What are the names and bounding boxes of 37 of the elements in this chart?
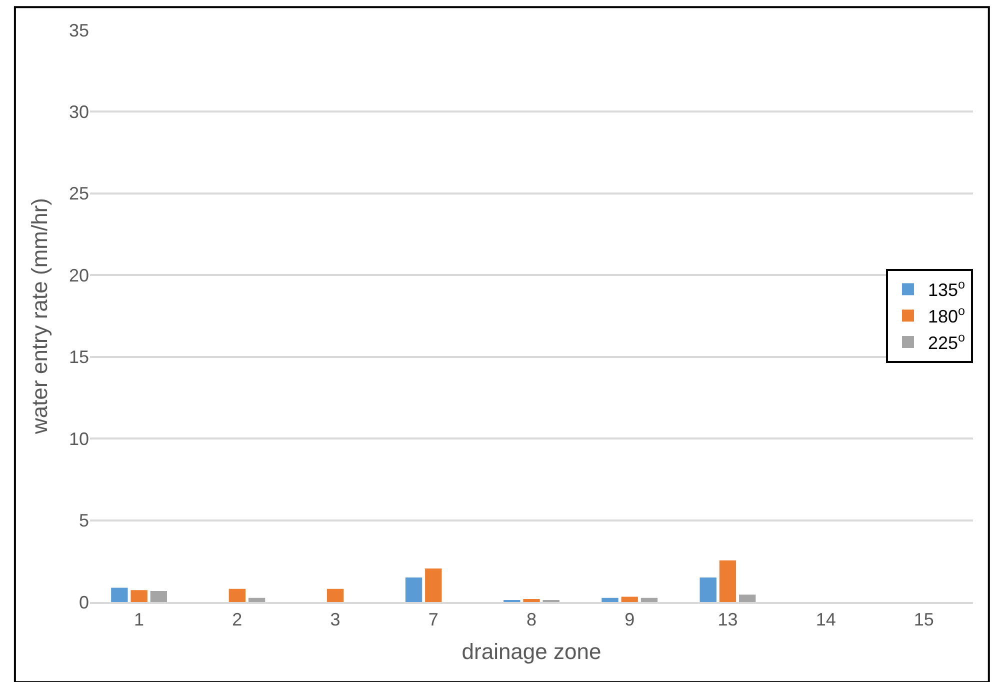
- y-tick-label: 25: [68, 184, 89, 204]
- bar: [111, 588, 128, 602]
- bar: [326, 588, 344, 602]
- x-tick-label: 1: [134, 610, 144, 630]
- y-tick-label: 5: [78, 510, 89, 531]
- bar: [719, 560, 736, 602]
- bar: [700, 577, 716, 602]
- x-tick-label: 7: [428, 610, 438, 630]
- bar: [405, 577, 422, 602]
- bar: [739, 594, 756, 602]
- bar: [640, 598, 658, 602]
- bar: [130, 590, 148, 602]
- y-tick-label: 20: [68, 265, 89, 286]
- x-axis-title: drainage zone: [462, 639, 602, 664]
- y-tick-label: 30: [68, 102, 89, 122]
- x-tick-label: 9: [624, 610, 635, 630]
- x-tick-label: 8: [526, 610, 537, 630]
- y-axis-title: water entry rate (mm/hr): [26, 198, 52, 435]
- x-tick-label: 14: [816, 610, 836, 630]
- bar: [150, 591, 168, 602]
- bar: [228, 588, 246, 602]
- x-tick-label: 15: [914, 610, 934, 630]
- bar: [248, 598, 266, 602]
- x-tick-label: 13: [718, 610, 738, 630]
- bar: [602, 598, 618, 602]
- x-tick-label: 3: [330, 610, 340, 630]
- y-tick-label: 10: [68, 428, 89, 449]
- legend-label: 180$^{o}$: [928, 304, 966, 327]
- y-tick-label: 0: [78, 592, 89, 612]
- y-tick-label: 15: [68, 347, 89, 368]
- legend-label: 135$^{o}$: [928, 278, 966, 300]
- x-tick-label: 2: [232, 610, 242, 630]
- legend-label: 225$^{o}$: [928, 330, 966, 354]
- bar: [523, 599, 540, 602]
- y-tick-label: 35: [68, 20, 89, 40]
- bar: [621, 596, 638, 602]
- bar: [425, 568, 442, 602]
